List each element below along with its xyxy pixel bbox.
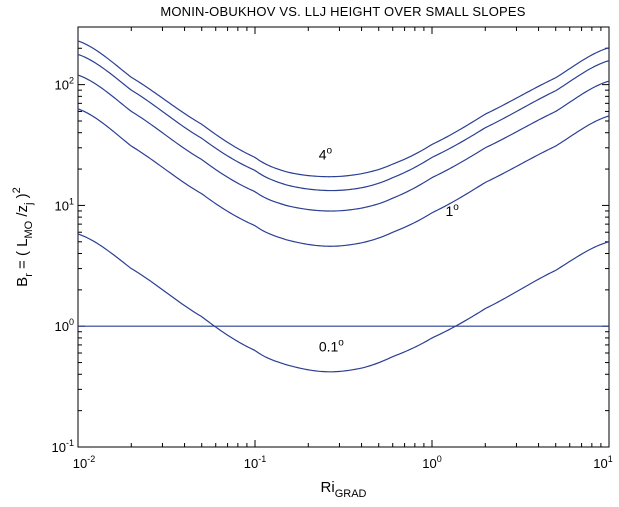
curve-label-2: 1o — [445, 202, 459, 219]
series-line-3 — [77, 74, 610, 212]
y-axis-label: Br = ( LMO /zj )2 — [11, 187, 35, 287]
axes — [77, 26, 610, 448]
series-group — [77, 40, 610, 373]
curve-label-1: 4o — [319, 145, 333, 162]
chart-title: MONIN-OBUKHOV VS. LLJ HEIGHT OVER SMALL … — [160, 4, 526, 19]
x-tick-label: 100 — [422, 454, 441, 471]
y-tick-label: 102 — [55, 76, 74, 93]
x-tick-label: 10-1 — [244, 454, 266, 471]
x-axis-label: RiGRAD — [321, 479, 367, 500]
series-line-4 — [77, 53, 610, 192]
plot-frame — [77, 26, 610, 448]
y-tick-label: 10-1 — [52, 438, 74, 455]
x-tick-label: 10-2 — [73, 454, 95, 471]
series-line-2 — [77, 108, 610, 247]
y-tick-label: 100 — [55, 317, 74, 334]
x-tick-label: 101 — [593, 454, 612, 471]
curve-label-3: 0.1o — [319, 337, 344, 354]
y-tick-label: 101 — [55, 196, 74, 213]
curve-annotations: 4o 1o 0.1o — [319, 145, 460, 354]
series-line-5 — [77, 40, 610, 178]
series-line-1 — [77, 233, 610, 373]
